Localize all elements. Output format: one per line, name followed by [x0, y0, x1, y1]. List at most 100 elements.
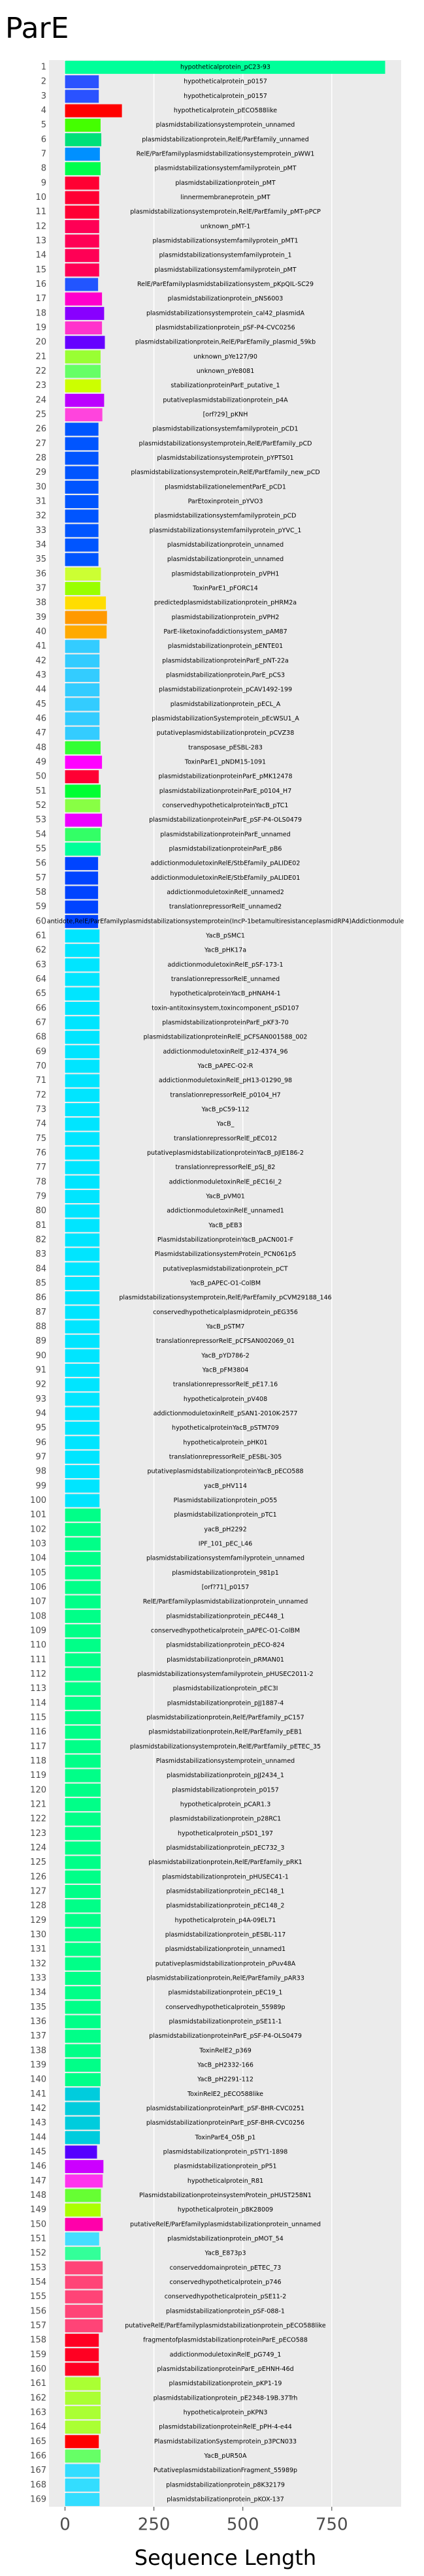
bar-label: [orf?71]_p0157 — [202, 1584, 250, 1591]
bar-label: plasmidstabilizationprotein_pKP1-19 — [169, 2380, 282, 2387]
y-tick-label: 168 — [30, 2480, 46, 2490]
bar-label: plasmidstabilizationproteinRelE_pCFSAN00… — [144, 1034, 308, 1041]
y-tick-label: 18 — [35, 308, 46, 318]
bar — [65, 1899, 101, 1913]
bar-label: plasmidstabilizationprotein_pE2348-19B.3… — [154, 2394, 298, 2402]
bar-label: plasmidstabilizationprotein_pRMAN01 — [167, 1656, 284, 1664]
bar — [65, 1118, 100, 1131]
bar-label: plasmidstabilizationprotein_pTC1 — [174, 1511, 276, 1519]
bar-label: plasmidstabilizationprotein_unnamed — [167, 541, 284, 549]
bar — [65, 914, 99, 928]
y-tick-label: 96 — [35, 1438, 46, 1447]
bar-label: plasmidstabilizationprotein_pSE11-1 — [169, 2018, 282, 2025]
bar-label: conservedhypotheticalprotein_pAPEC-O1-Co… — [151, 1627, 300, 1634]
y-tick-label: 12 — [35, 221, 46, 231]
bar-label: plasmidstabilizationsystemfamilyprotein_… — [154, 165, 296, 172]
bar — [65, 1595, 101, 1609]
y-tick-label: 148 — [30, 2191, 46, 2200]
bar-label: PlasmidstabilizationproteinsystemProtein… — [139, 2192, 312, 2199]
bar-label: plasmidstabilizationprotein,RelE/ParEfam… — [148, 1729, 302, 1736]
bar-label: Plasmidstabilizationsystemprotein_unname… — [156, 1758, 295, 1765]
y-tick-label: 108 — [30, 1611, 46, 1621]
bar-label: plasmidstabilizationprotein_pSF-P4-CVC02… — [155, 325, 295, 332]
bar-label: putativeplasmidstabilizationproteinYacB_… — [147, 1150, 304, 1157]
bar-label: conservedhypotheticalprotein_pSE11-2 — [165, 2293, 287, 2300]
bar — [65, 1190, 100, 1203]
bar-label: hypotheticalprotein_pECO588like — [174, 107, 277, 114]
y-tick-label: 110 — [30, 1641, 46, 1650]
bar-label: PlasmidstabilizationproteinYacB_pACN001-… — [157, 1236, 293, 1244]
bar-label: plasmidstabilizationsystemprotein,RelE/P… — [130, 1743, 321, 1750]
bar-label: [orf?29]_pKNH — [203, 411, 248, 419]
bar — [65, 191, 99, 204]
y-tick-label: 33 — [35, 526, 46, 536]
bar — [65, 104, 122, 118]
y-tick-label: 105 — [30, 1568, 46, 1578]
bar-label: plasmidstabilizationprotein_pECL_A — [171, 701, 281, 708]
bar-label: putativeplasmidstabilizationproteinYacB_… — [147, 1468, 303, 1475]
bar — [65, 1465, 100, 1479]
bar — [65, 1031, 100, 1044]
bar-label: plasmidstabilizationprotein_pSF-088-1 — [166, 2308, 285, 2315]
bar — [65, 2001, 101, 2014]
bar — [65, 437, 99, 451]
bar — [65, 364, 101, 378]
bar — [65, 756, 103, 769]
y-tick-label: 59 — [35, 902, 46, 912]
bar-label: plasmidstabilizationproteinRelE_pPH-4-e4… — [159, 2424, 292, 2431]
y-tick-label: 25 — [35, 410, 46, 420]
bar — [65, 205, 99, 219]
bar-label: plasmidstabilizationprotein_pMOT_54 — [167, 2235, 284, 2242]
bar-label: hypotheticalprotein_pC23-93 — [180, 64, 270, 71]
bar — [65, 886, 99, 899]
y-tick-label: 157 — [30, 2321, 46, 2330]
bar-label: RelE/ParEfamilyplasmidstabilizationprote… — [143, 1598, 308, 1605]
y-tick-label: 139 — [30, 2060, 46, 2070]
bar — [65, 292, 103, 306]
bar — [65, 1045, 100, 1059]
y-tick-label: 125 — [30, 1858, 46, 1867]
bar-label: plasmidstabilizationproteinParE_pMK12478 — [158, 773, 292, 781]
bar-label: Plasmidstabilizationprotein_pO55 — [174, 1497, 278, 1504]
bar — [65, 669, 100, 683]
bar — [65, 234, 99, 248]
bar — [65, 538, 99, 552]
bar — [65, 2304, 103, 2318]
bar-label: YacB_pH2291-112 — [197, 2076, 253, 2084]
bar — [65, 1407, 100, 1421]
y-tick-label: 134 — [30, 1988, 46, 1998]
bar-label: plasmidstabilizationsystemprotein_pYPTS0… — [157, 455, 293, 462]
bar-label: putativeplasmidstabilizationprotein_pPuv… — [155, 1960, 296, 1967]
y-tick-label: 21 — [35, 352, 46, 362]
y-tick-label: 142 — [30, 2104, 46, 2114]
y-tick-label: 39 — [35, 613, 46, 622]
y-tick-label: 91 — [35, 1365, 46, 1375]
y-tick-label: 145 — [30, 2147, 46, 2157]
bar-label: YacB_pAPEC-O1-ColBM — [189, 1280, 261, 1287]
y-tick-label: 126 — [30, 1872, 46, 1882]
y-tick-label: 75 — [35, 1134, 46, 1144]
bar-label: plasmidstabilizationprotein_pEC148_2 — [167, 1903, 285, 1910]
bar — [65, 2174, 103, 2188]
y-tick-label: 19 — [35, 323, 46, 333]
y-tick-label: 122 — [30, 1814, 46, 1824]
bar-label: plasmidstabilizationprotein_pCAV1492-199 — [159, 686, 292, 694]
y-tick-label: 54 — [35, 829, 46, 839]
y-tick-label: 15 — [35, 265, 46, 275]
y-tick-label: 63 — [35, 960, 46, 970]
bar — [65, 263, 99, 277]
y-tick-label: 42 — [35, 656, 46, 666]
bar-label: translationrepressorRelE_pCFSAN002069_01 — [156, 1338, 295, 1345]
bar — [65, 1219, 100, 1232]
y-tick-label: 121 — [30, 1799, 46, 1809]
bar-label: hypotheticalprotein_p0157 — [184, 78, 267, 86]
bar — [65, 1262, 100, 1276]
bar-label: plasmidstabilizationsystemprotein,RelE/P… — [130, 208, 321, 216]
bar-label: conservedhypotheticalproteinYacB_pTC1 — [163, 802, 289, 809]
y-tick-label: 16 — [35, 280, 46, 289]
y-tick-label: 160 — [30, 2364, 46, 2374]
y-tick-label: 37 — [35, 584, 46, 594]
y-tick-label: 111 — [30, 1655, 46, 1665]
y-tick-label: 118 — [30, 1756, 46, 1766]
